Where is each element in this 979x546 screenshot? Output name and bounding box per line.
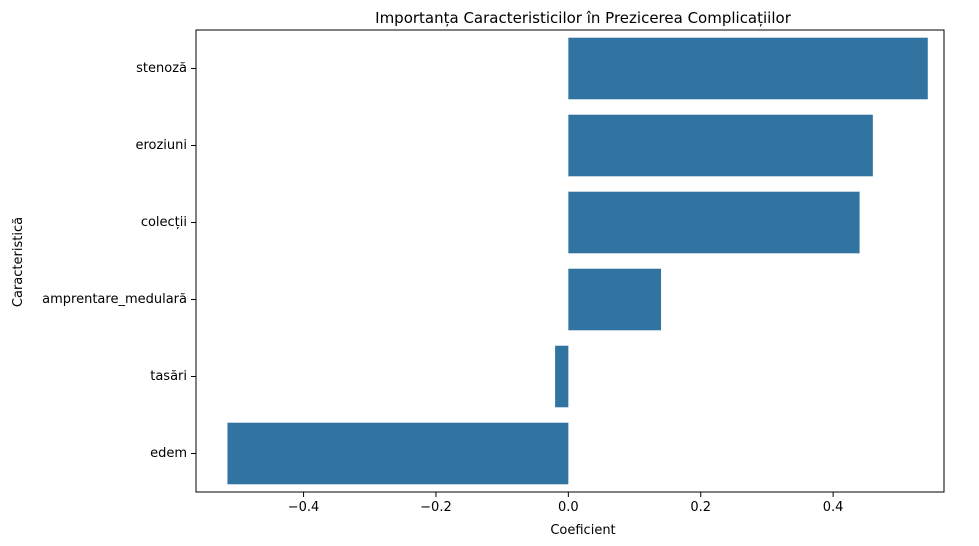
y-axis-label: Caracteristică [11, 217, 26, 307]
bar-1 [568, 114, 873, 177]
x-axis-ticks: −0.4 −0.2 0.0 0.2 0.4 [288, 492, 844, 515]
y-tick-label-3: amprentare_medulară [42, 292, 187, 307]
bar-4 [555, 345, 569, 408]
bar-5 [227, 422, 569, 485]
y-axis-ticks: stenoză eroziuni colecții amprentare_medula… [42, 61, 196, 461]
bars-group [227, 37, 928, 485]
y-tick-label-5: edem [150, 446, 187, 461]
y-tick-label-4: tasări [150, 369, 187, 384]
y-tick-label-0: stenoză [136, 61, 187, 76]
x-tick-label-0: −0.4 [288, 500, 320, 515]
x-axis-label: Coeficient [550, 523, 615, 538]
y-tick-label-1: eroziuni [135, 138, 187, 153]
y-tick-label-2: colecții [141, 215, 187, 230]
bar-0 [568, 37, 928, 100]
bar-2 [568, 191, 860, 254]
x-tick-label-2: 0.0 [558, 500, 579, 515]
x-tick-label-1: −0.2 [420, 500, 452, 515]
bar-3 [568, 268, 662, 331]
x-tick-label-4: 0.4 [823, 500, 844, 515]
chart-title: Importanța Caracteristicilor în Prezicer… [375, 9, 792, 27]
x-tick-label-3: 0.2 [690, 500, 711, 515]
plot-frame [195, 29, 945, 493]
